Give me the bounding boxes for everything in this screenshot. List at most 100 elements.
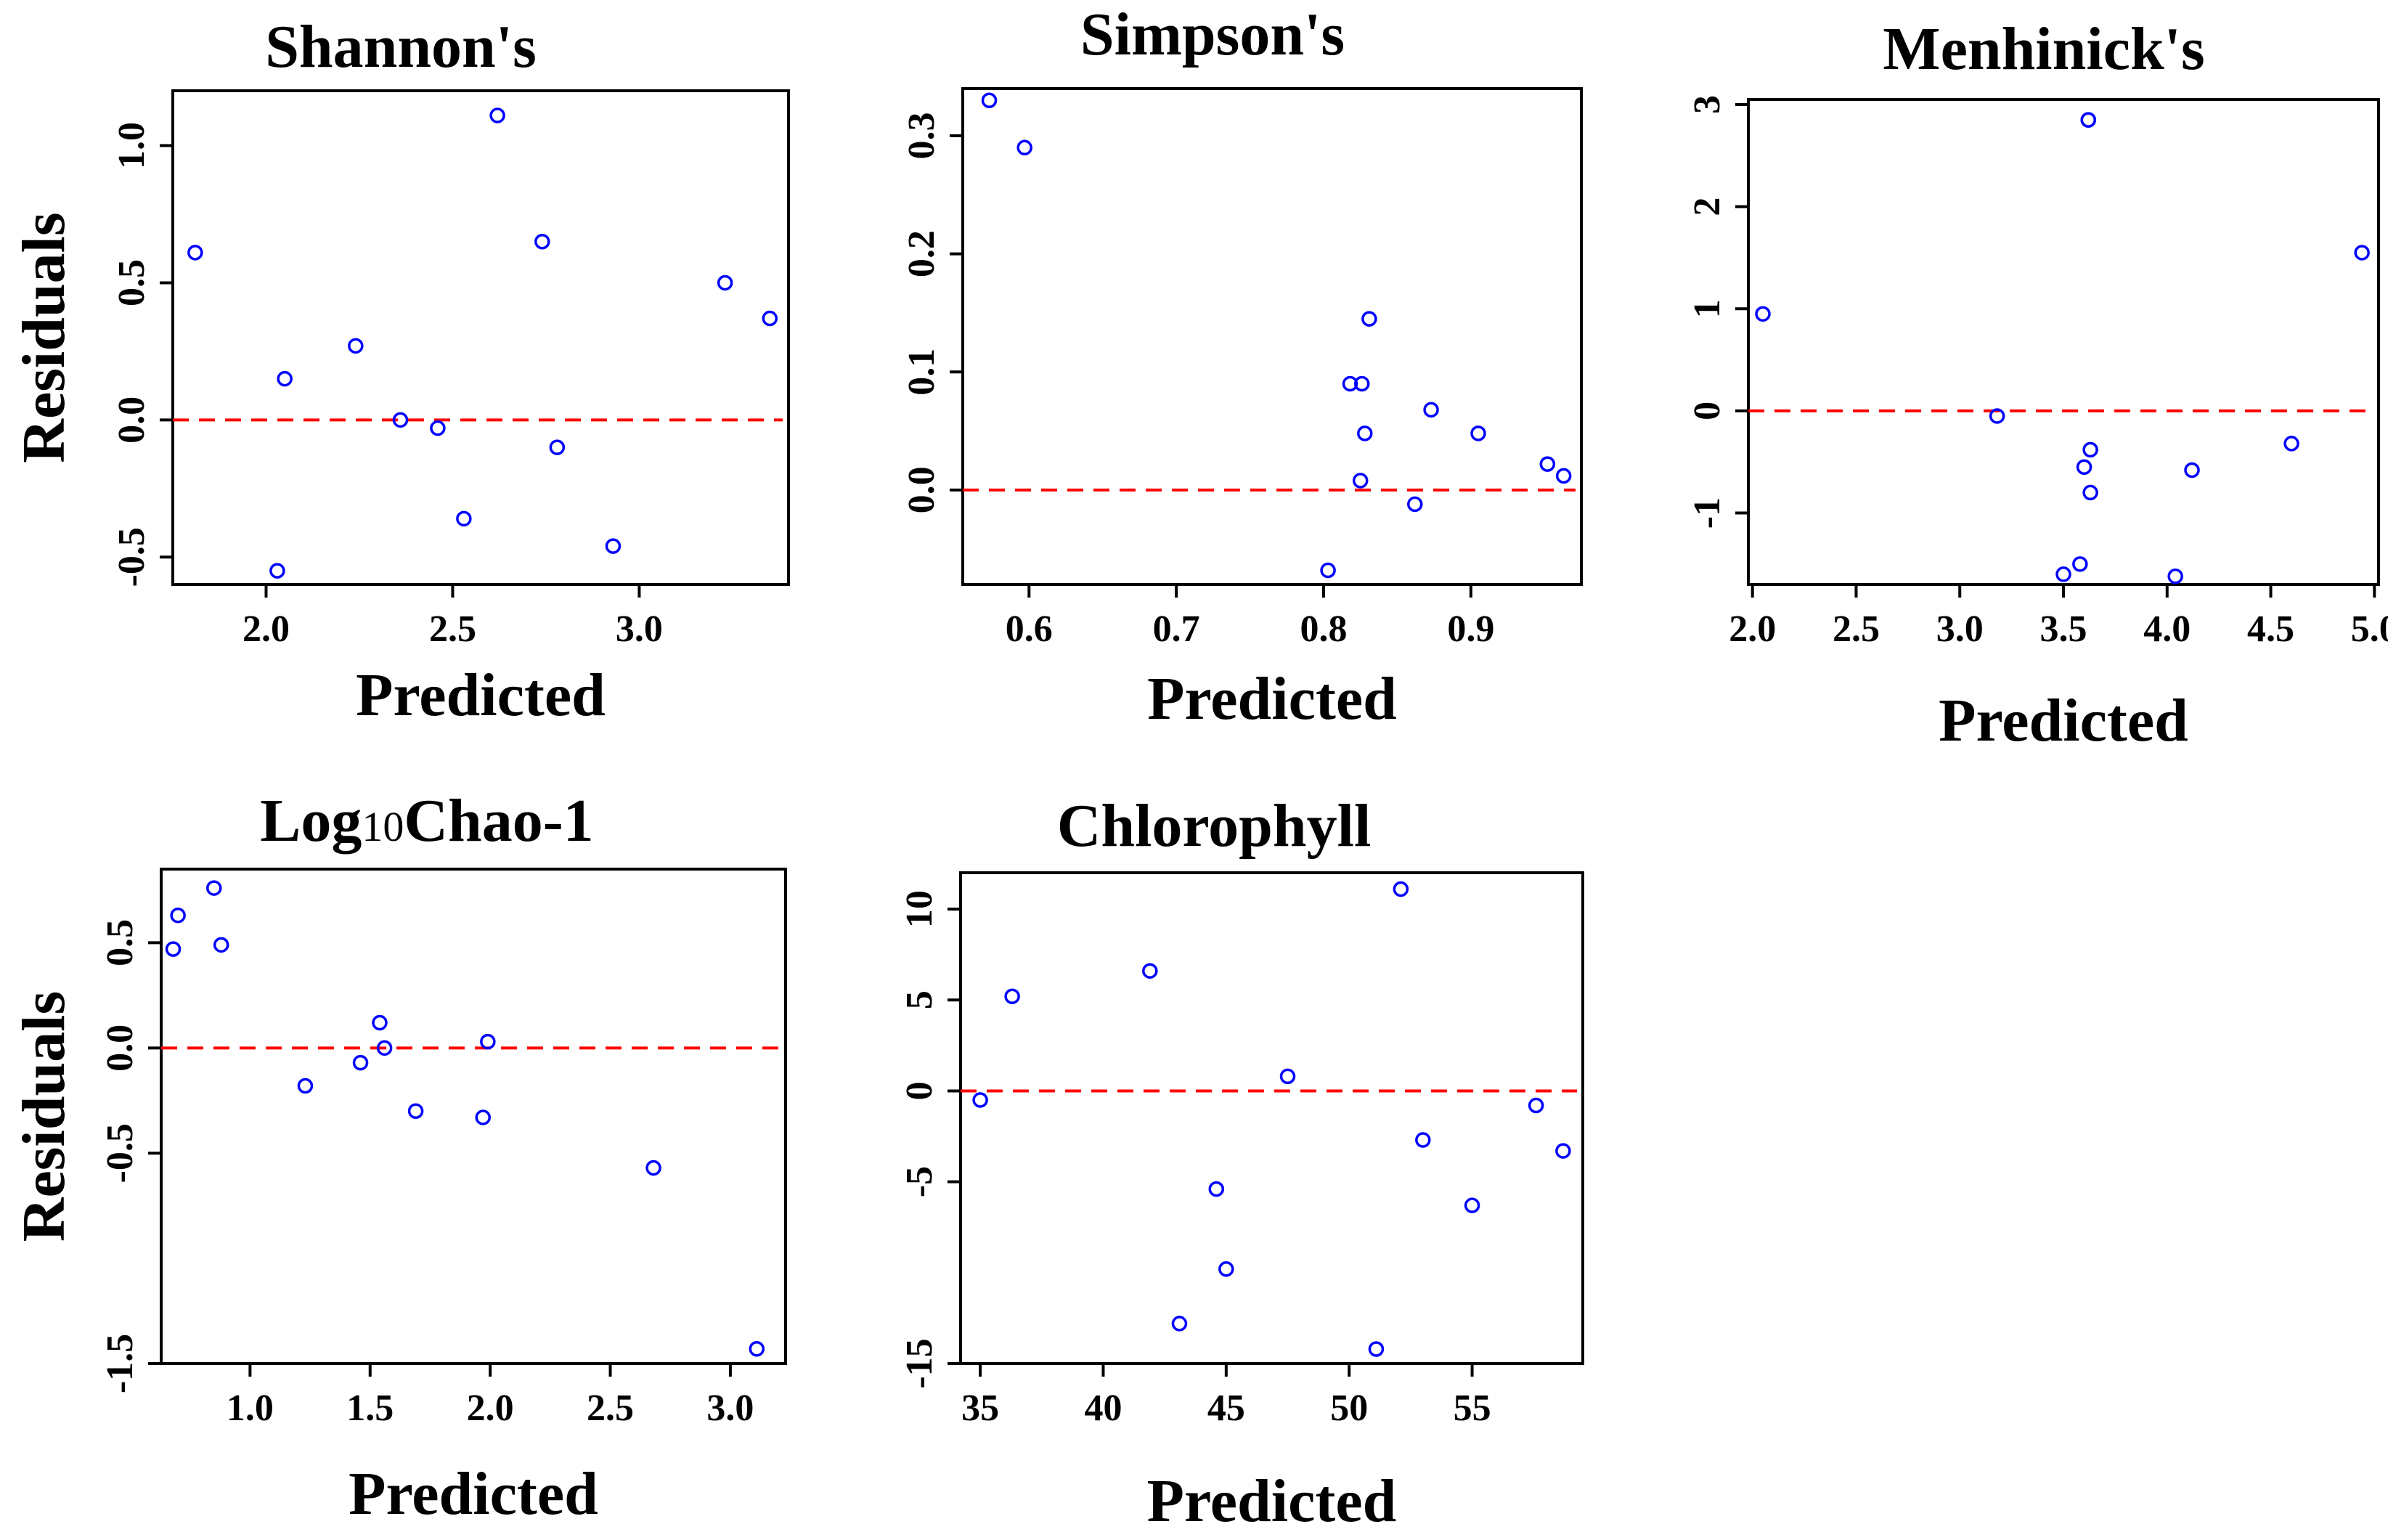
- data-point: [981, 92, 998, 109]
- panel-chao: Log10Chao-1 1.0 1.5 2.0 2.5 3.0 -1.5 -0.5 0.0 0.5…: [10, 787, 787, 1528]
- data-point: [1464, 1197, 1480, 1213]
- data-point: [269, 563, 285, 579]
- x-tick-label: 0.7: [1153, 608, 1200, 650]
- data-point: [1279, 1068, 1296, 1085]
- plot-frame: [961, 87, 1583, 586]
- data-point: [1171, 1316, 1188, 1332]
- data-point: [297, 1077, 314, 1094]
- x-tick-label: 0.6: [1006, 608, 1053, 650]
- data-point: [762, 310, 778, 327]
- data-point: [430, 420, 446, 436]
- data-point: [475, 1109, 491, 1125]
- data-point: [352, 1054, 369, 1071]
- y-tick-label: 0.1: [901, 349, 942, 396]
- panel-title: Menhinick's: [1883, 15, 2204, 83]
- data-point: [549, 439, 566, 455]
- y-tick-label: 5: [899, 990, 940, 1009]
- panel-simpson: Simpson's 0.6 0.7 0.8 0.9 0.0 0.1 0.2 0.3 Predict…: [901, 1, 1583, 733]
- x-tick-label: 0.9: [1447, 608, 1494, 650]
- x-tick-label: 1.5: [346, 1388, 394, 1429]
- data-point: [1470, 425, 1486, 441]
- data-point: [645, 1160, 661, 1176]
- x-tick-label: 0.8: [1300, 608, 1348, 650]
- data-point: [2082, 484, 2098, 501]
- x-tick-label: 3.0: [1936, 608, 1984, 650]
- panel-menhinick: Menhinick's 2.0 2.5 3.0 3.5 4.0 4.5 5.0 -1 0 1 2 3 Pr…: [1687, 15, 2388, 754]
- panel-title: Simpson's: [1080, 1, 1345, 68]
- y-tick-label: -15: [899, 1338, 940, 1388]
- data-point: [372, 1014, 388, 1031]
- y-tick-label: -5: [899, 1166, 940, 1197]
- data-point: [749, 1340, 765, 1357]
- y-tick-label: 1.0: [111, 122, 152, 169]
- data-point: [392, 412, 409, 428]
- y-tick-label: 0.0: [111, 396, 152, 444]
- data-point: [170, 908, 186, 924]
- x-tick-label: 2.0: [1729, 608, 1776, 650]
- x-tick-label: 55: [1454, 1388, 1491, 1429]
- data-point: [2082, 441, 2098, 458]
- data-point: [2167, 568, 2183, 584]
- data-point: [1423, 402, 1439, 418]
- data-point: [1415, 1132, 1431, 1148]
- x-tick-label: 2.5: [429, 608, 476, 650]
- data-point: [1357, 425, 1373, 441]
- plot-frame: [160, 868, 787, 1365]
- y-tick-label: 0.5: [99, 919, 141, 966]
- data-point: [1353, 375, 1370, 392]
- y-tick-label: -1.5: [99, 1334, 141, 1393]
- data-point: [1989, 408, 2005, 424]
- x-tick-label: 3.0: [616, 608, 663, 650]
- data-point: [1208, 1181, 1225, 1197]
- x-tick-label: 2.0: [467, 1388, 514, 1429]
- data-point: [605, 538, 622, 554]
- x-tick-label: 45: [1207, 1388, 1245, 1429]
- data-point: [1342, 375, 1358, 392]
- x-tick-label: 2.0: [243, 608, 290, 650]
- y-tick-label: 1: [1687, 299, 1728, 318]
- y-tick-label: 0.3: [901, 113, 942, 160]
- data-point: [1142, 963, 1158, 979]
- x-tick-label: 40: [1084, 1388, 1122, 1429]
- plot-frame: [171, 89, 790, 586]
- data-point: [2076, 459, 2092, 476]
- y-tick-label: 2: [1687, 197, 1728, 216]
- data-point: [2080, 112, 2097, 128]
- data-point: [1393, 881, 1409, 897]
- data-point: [2072, 556, 2088, 572]
- y-axis-label: Residuals: [10, 212, 78, 463]
- panel-title: Chlorophyll: [1057, 792, 1372, 860]
- x-tick-label: 35: [961, 1388, 999, 1429]
- data-point: [1555, 1143, 1571, 1159]
- data-point: [376, 1040, 393, 1056]
- data-point: [277, 370, 293, 387]
- y-tick-label: 0: [1687, 402, 1728, 420]
- data-point: [2184, 462, 2200, 478]
- data-point: [456, 510, 472, 527]
- data-point: [1004, 988, 1020, 1005]
- data-point: [2354, 245, 2370, 261]
- panel-title: Log10Chao-1: [260, 787, 593, 855]
- data-point: [2283, 436, 2299, 452]
- y-tick-label: 3: [1687, 95, 1728, 114]
- y-tick-label: 0.2: [901, 230, 942, 277]
- data-point: [1368, 1341, 1385, 1357]
- data-point: [187, 245, 203, 261]
- y-tick-label: 0.0: [99, 1024, 141, 1072]
- x-tick-label: 3.0: [706, 1388, 754, 1429]
- data-point: [1320, 562, 1336, 579]
- plot-frame: [1747, 98, 2380, 586]
- data-point: [407, 1103, 424, 1120]
- data-point: [1528, 1097, 1544, 1114]
- y-tick-label: -1: [1687, 497, 1728, 529]
- data-point: [1539, 456, 1556, 472]
- data-point: [1755, 306, 1771, 322]
- x-axis-label: Predicted: [1147, 665, 1397, 733]
- panel-shannon: Shannon's 2.0 2.5 3.0 -0.5 0.0 0.5 1.0 Predicted…: [10, 13, 790, 729]
- data-point: [213, 937, 229, 953]
- data-point: [165, 941, 182, 957]
- x-axis-label: Predicted: [1939, 687, 2188, 754]
- data-point: [2055, 566, 2071, 582]
- x-tick-label: 1.0: [227, 1388, 274, 1429]
